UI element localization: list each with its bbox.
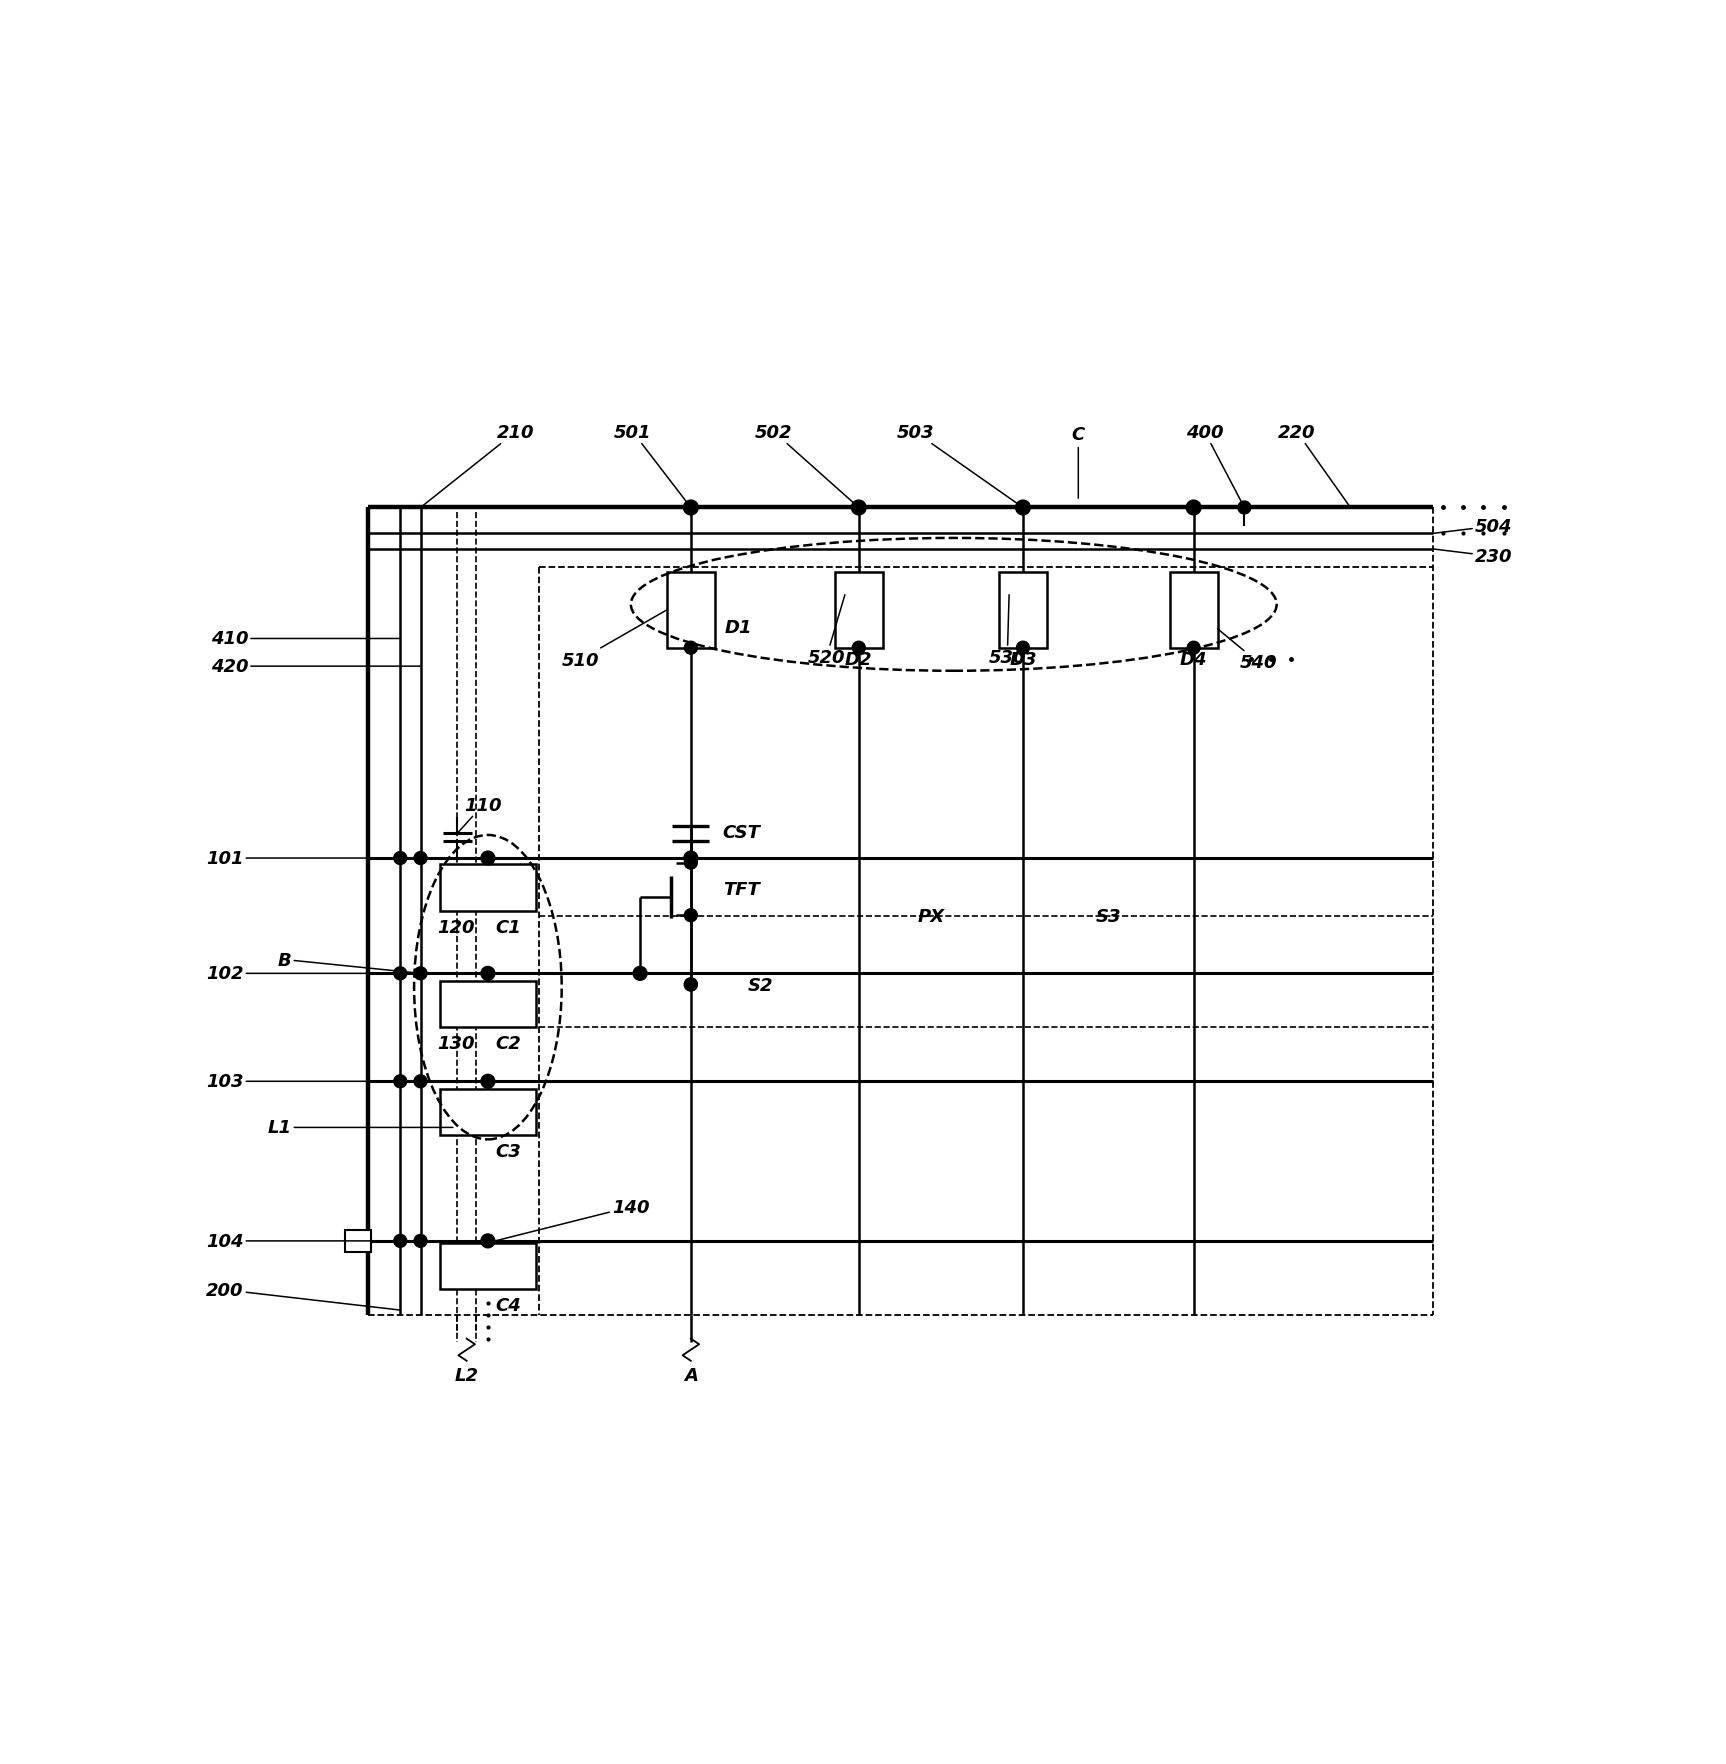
Text: 504: 504: [1434, 517, 1512, 536]
Circle shape: [685, 908, 697, 923]
Text: 502: 502: [754, 423, 860, 508]
Circle shape: [414, 1076, 426, 1088]
Text: 102: 102: [205, 965, 380, 983]
Text: 200: 200: [205, 1281, 400, 1311]
Circle shape: [685, 857, 697, 870]
Bar: [999, 573, 1048, 649]
Text: PX: PX: [918, 907, 946, 924]
Text: L1: L1: [268, 1118, 452, 1136]
Circle shape: [633, 967, 647, 981]
Text: 530: 530: [989, 596, 1025, 667]
Text: 420: 420: [211, 658, 421, 676]
Text: 120: 120: [437, 919, 475, 937]
Circle shape: [482, 967, 495, 981]
Text: B: B: [278, 951, 421, 974]
Text: CST: CST: [723, 824, 761, 841]
Text: 101: 101: [205, 850, 380, 868]
Text: 540: 540: [1217, 630, 1277, 672]
Circle shape: [414, 1235, 426, 1247]
Bar: [1170, 573, 1217, 649]
Circle shape: [394, 967, 407, 981]
Circle shape: [1186, 501, 1201, 515]
Bar: [345, 1230, 371, 1252]
Text: 520: 520: [808, 596, 846, 667]
Text: C: C: [1072, 425, 1086, 443]
Bar: [440, 864, 535, 910]
Text: 103: 103: [205, 1073, 380, 1090]
Circle shape: [685, 979, 697, 991]
Circle shape: [482, 1235, 495, 1249]
Text: D3: D3: [1010, 651, 1037, 669]
Text: 400: 400: [1186, 423, 1244, 508]
Text: 510: 510: [561, 610, 666, 669]
Circle shape: [685, 979, 697, 991]
Circle shape: [482, 1074, 495, 1088]
Text: 410: 410: [211, 630, 400, 647]
Circle shape: [1187, 642, 1200, 654]
Text: D4: D4: [1181, 651, 1208, 669]
Text: C4: C4: [495, 1297, 521, 1314]
Circle shape: [394, 852, 407, 864]
Bar: [666, 573, 715, 649]
Circle shape: [685, 642, 697, 654]
Circle shape: [1015, 501, 1030, 515]
Text: 140: 140: [488, 1198, 649, 1244]
Text: 501: 501: [614, 423, 690, 508]
Text: S3: S3: [1096, 907, 1120, 924]
Text: 230: 230: [1434, 549, 1512, 566]
Bar: [440, 981, 535, 1027]
Bar: [440, 1088, 535, 1136]
Text: D1: D1: [725, 619, 753, 637]
Bar: [835, 573, 882, 649]
Text: TFT: TFT: [723, 880, 759, 898]
Text: C2: C2: [495, 1035, 521, 1053]
Text: 220: 220: [1279, 423, 1350, 508]
Circle shape: [394, 1235, 407, 1247]
Circle shape: [482, 852, 495, 866]
Circle shape: [851, 501, 866, 515]
Circle shape: [414, 967, 426, 981]
Text: 210: 210: [421, 423, 535, 508]
Bar: [440, 1244, 535, 1289]
Text: L2: L2: [454, 1365, 478, 1385]
Text: 130: 130: [437, 1035, 475, 1053]
Text: S2: S2: [747, 975, 773, 995]
Circle shape: [1238, 501, 1251, 515]
Text: A: A: [683, 1365, 697, 1385]
Text: 503: 503: [896, 423, 1024, 508]
Text: C1: C1: [495, 919, 521, 937]
Text: 104: 104: [205, 1233, 380, 1251]
Text: 110: 110: [457, 796, 502, 834]
Text: C3: C3: [495, 1143, 521, 1161]
Circle shape: [414, 852, 426, 864]
Circle shape: [683, 501, 699, 515]
Circle shape: [1017, 642, 1029, 654]
Circle shape: [853, 642, 865, 654]
Circle shape: [683, 852, 697, 866]
Circle shape: [394, 1076, 407, 1088]
Text: D2: D2: [846, 651, 873, 669]
